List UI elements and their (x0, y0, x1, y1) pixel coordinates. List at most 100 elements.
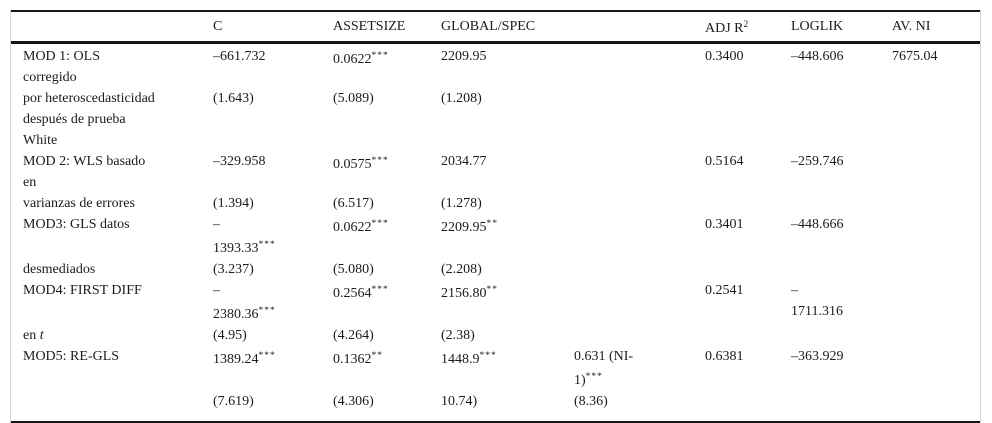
table-body: MOD 1: OLS corregido –661.732 0.0622*** 220… (11, 43, 980, 423)
cell-text: MOD 2: WLS basado en (23, 154, 146, 190)
value-cell: (3.237) (201, 259, 321, 280)
value-cell (562, 43, 693, 89)
row-label-cell: MOD 1: OLS corregido (11, 43, 201, 89)
cell-text: en (23, 328, 40, 343)
value-cell (562, 259, 693, 280)
significance-superscript: *** (371, 156, 389, 166)
significance-superscript: *** (258, 351, 276, 361)
value-cell (880, 325, 980, 346)
value-cell: 10.74) (429, 391, 562, 422)
value-cell: (1.278) (429, 193, 562, 214)
cell-text: 0.3400 (705, 49, 744, 64)
cell-text: –661.732 (213, 49, 266, 64)
cell-text: (2.38) (441, 328, 475, 343)
value-cell: 0.3401 (693, 214, 779, 259)
cell-text: –329.958 (213, 154, 266, 169)
cell-text: C (213, 19, 223, 34)
column-header-cell (562, 11, 693, 44)
cell-text: 1389.24 (213, 352, 259, 367)
value-cell (779, 391, 880, 422)
value-cell: (5.089) (321, 88, 429, 151)
cell-text: 2156.80 (441, 286, 487, 301)
value-cell: 2209.95 (429, 43, 562, 89)
table-row: MOD4: FIRST DIFF – 2380.36*** 0.2564*** 215… (11, 280, 980, 325)
value-cell: (7.619) (201, 391, 321, 422)
value-cell (562, 193, 693, 214)
cell-text: –363.929 (791, 349, 844, 364)
significance-superscript: ** (371, 351, 383, 361)
cell-text: 0.3401 (705, 217, 744, 232)
value-cell: (2.38) (429, 325, 562, 346)
cell-text: LOGLIK (791, 19, 844, 34)
header-row: C ASSETSIZE GLOBAL/SPEC ADJ R2 LOGLIK AV. NI (11, 11, 980, 44)
table-row: (7.619) (4.306) 10.74) (8.36) (11, 391, 980, 422)
value-cell: 0.6381 (693, 346, 779, 391)
cell-text: 10.74) (441, 394, 478, 409)
table-row: varianzas de errores (1.394) (6.517) (1.278… (11, 193, 980, 214)
value-cell (693, 325, 779, 346)
cell-text: (5.089) (333, 91, 374, 106)
cell-text: 0.0622 (333, 220, 372, 235)
cell-text: 0.2564 (333, 286, 372, 301)
value-cell (880, 280, 980, 325)
table-row: MOD3: GLS datos – 1393.33*** 0.0622*** 2209… (11, 214, 980, 259)
column-header-cell: ADJ R2 (693, 11, 779, 44)
cell-text: 2209.95 (441, 49, 487, 64)
cell-text: (2.208) (441, 262, 482, 277)
value-cell (880, 346, 980, 391)
value-cell: (6.517) (321, 193, 429, 214)
value-cell (693, 391, 779, 422)
cell-text: 2034.77 (441, 154, 487, 169)
cell-text: ASSETSIZE (333, 19, 406, 34)
table-row: MOD 2: WLS basado en –329.958 0.0575*** 203… (11, 151, 980, 193)
value-cell: –448.606 (779, 43, 880, 89)
row-label-cell: MOD4: FIRST DIFF (11, 280, 201, 325)
cell-text: ADJ R (705, 20, 744, 36)
value-cell: (4.306) (321, 391, 429, 422)
cell-text: 7675.04 (892, 49, 938, 64)
cell-text: (4.264) (333, 328, 374, 343)
table-row: por heteroscedasticidad después de prueb… (11, 88, 980, 151)
value-cell: (1.208) (429, 88, 562, 151)
cell-text: (1.278) (441, 196, 482, 211)
cell-text: (1.394) (213, 196, 254, 211)
row-label-cell: MOD5: RE-GLS (11, 346, 201, 391)
value-cell: (5.080) (321, 259, 429, 280)
value-cell (562, 88, 693, 151)
value-cell: (8.36) (562, 391, 693, 422)
value-cell: (4.264) (321, 325, 429, 346)
value-cell: 0.2541 (693, 280, 779, 325)
value-cell: –363.929 (779, 346, 880, 391)
value-cell (779, 259, 880, 280)
cell-italic-text: t (39, 328, 44, 343)
significance-superscript: *** (258, 240, 276, 250)
cell-text: varianzas de errores (23, 196, 135, 211)
value-cell: 0.0575*** (321, 151, 429, 193)
value-cell: (4.95) (201, 325, 321, 346)
table-row: desmediados (3.237) (5.080) (2.208) (11, 259, 980, 280)
value-cell: 2209.95** (429, 214, 562, 259)
value-cell: – 1711.316 (779, 280, 880, 325)
cell-text: (4.306) (333, 394, 374, 409)
cell-text: (1.208) (441, 91, 482, 106)
column-header-cell: ASSETSIZE (321, 11, 429, 44)
value-cell: 0.3400 (693, 43, 779, 89)
column-header-cell: AV. NI (880, 11, 980, 44)
value-cell: 7675.04 (880, 43, 980, 89)
cell-text: 0.631 (NI- 1) (574, 349, 634, 388)
cell-text: 0.6381 (705, 349, 744, 364)
table-row: MOD5: RE-GLS 1389.24*** 0.1362** 1448.9*** 0… (11, 346, 980, 391)
column-header-cell: GLOBAL/SPEC (429, 11, 562, 44)
cell-text: 1448.9 (441, 352, 480, 367)
cell-text: 0.2541 (705, 283, 744, 298)
value-cell: – 2380.36*** (201, 280, 321, 325)
cell-text: 0.0622 (333, 52, 372, 67)
value-cell (779, 88, 880, 151)
cell-text: (7.619) (213, 394, 254, 409)
cell-text: MOD5: RE-GLS (23, 349, 120, 364)
value-cell (880, 151, 980, 193)
cell-text: – 1393.33 (213, 217, 259, 256)
value-cell (693, 88, 779, 151)
value-cell: 0.0622*** (321, 214, 429, 259)
